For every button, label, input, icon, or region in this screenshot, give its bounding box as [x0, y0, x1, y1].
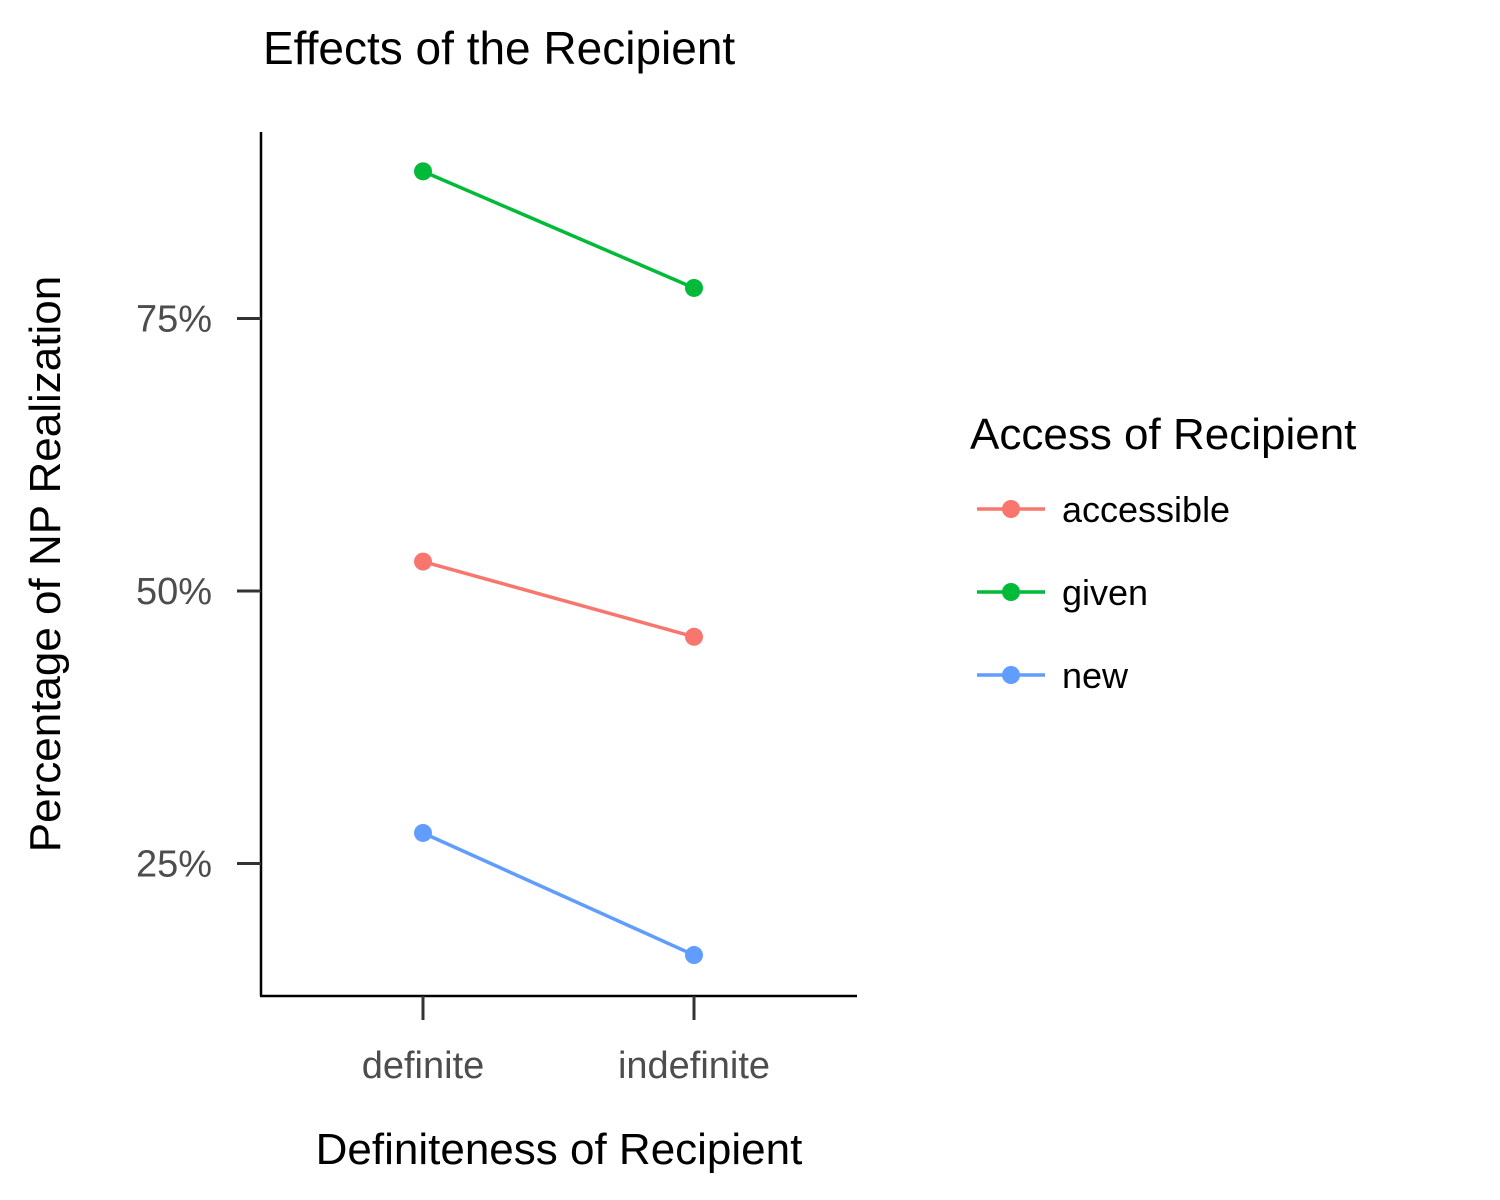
y-tick-label: 25%	[136, 844, 212, 886]
legend-item-given: given	[977, 572, 1148, 613]
series-layer	[414, 162, 703, 965]
legend-label: new	[1062, 655, 1129, 696]
series-line-accessible	[422, 559, 695, 639]
y-tick-label: 50%	[136, 571, 212, 613]
legend-items: accessible given new	[977, 489, 1230, 696]
x-axis-title: Definiteness of Recipient	[316, 1125, 803, 1174]
legend-label: given	[1062, 572, 1148, 613]
legend-key-point	[1002, 500, 1020, 518]
y-axis-title: Percentage of NP Realization	[21, 276, 70, 852]
chart-title: Effects of the Recipient	[263, 22, 735, 74]
series-accessible	[414, 552, 703, 646]
series-new	[414, 823, 703, 965]
data-point-new-indefinite	[685, 946, 703, 965]
legend-key-point	[1002, 583, 1020, 601]
y-tick-label: 75%	[136, 299, 212, 341]
series-line-new	[422, 831, 695, 957]
data-point-accessible-indefinite	[685, 627, 703, 646]
x-tick-label: definite	[362, 1045, 485, 1087]
data-point-new-definite	[414, 823, 432, 842]
data-point-given-definite	[414, 162, 432, 181]
legend-item-new: new	[977, 655, 1129, 696]
series-given	[414, 162, 703, 297]
legend: Access of Recipient accessible given new	[970, 410, 1356, 696]
plot-area: 25% 50% 75% definite indefinite	[136, 132, 857, 1087]
x-axis-ticks: definite indefinite	[362, 996, 770, 1087]
legend-key-point	[1002, 666, 1020, 684]
y-axis-ticks: 25% 50% 75%	[136, 299, 261, 886]
data-point-given-indefinite	[685, 278, 703, 297]
x-tick-label: indefinite	[618, 1045, 770, 1087]
legend-label: accessible	[1062, 489, 1230, 530]
series-line-given	[422, 169, 695, 290]
legend-item-accessible: accessible	[977, 489, 1230, 530]
data-point-accessible-definite	[414, 552, 432, 571]
legend-title: Access of Recipient	[970, 410, 1356, 459]
